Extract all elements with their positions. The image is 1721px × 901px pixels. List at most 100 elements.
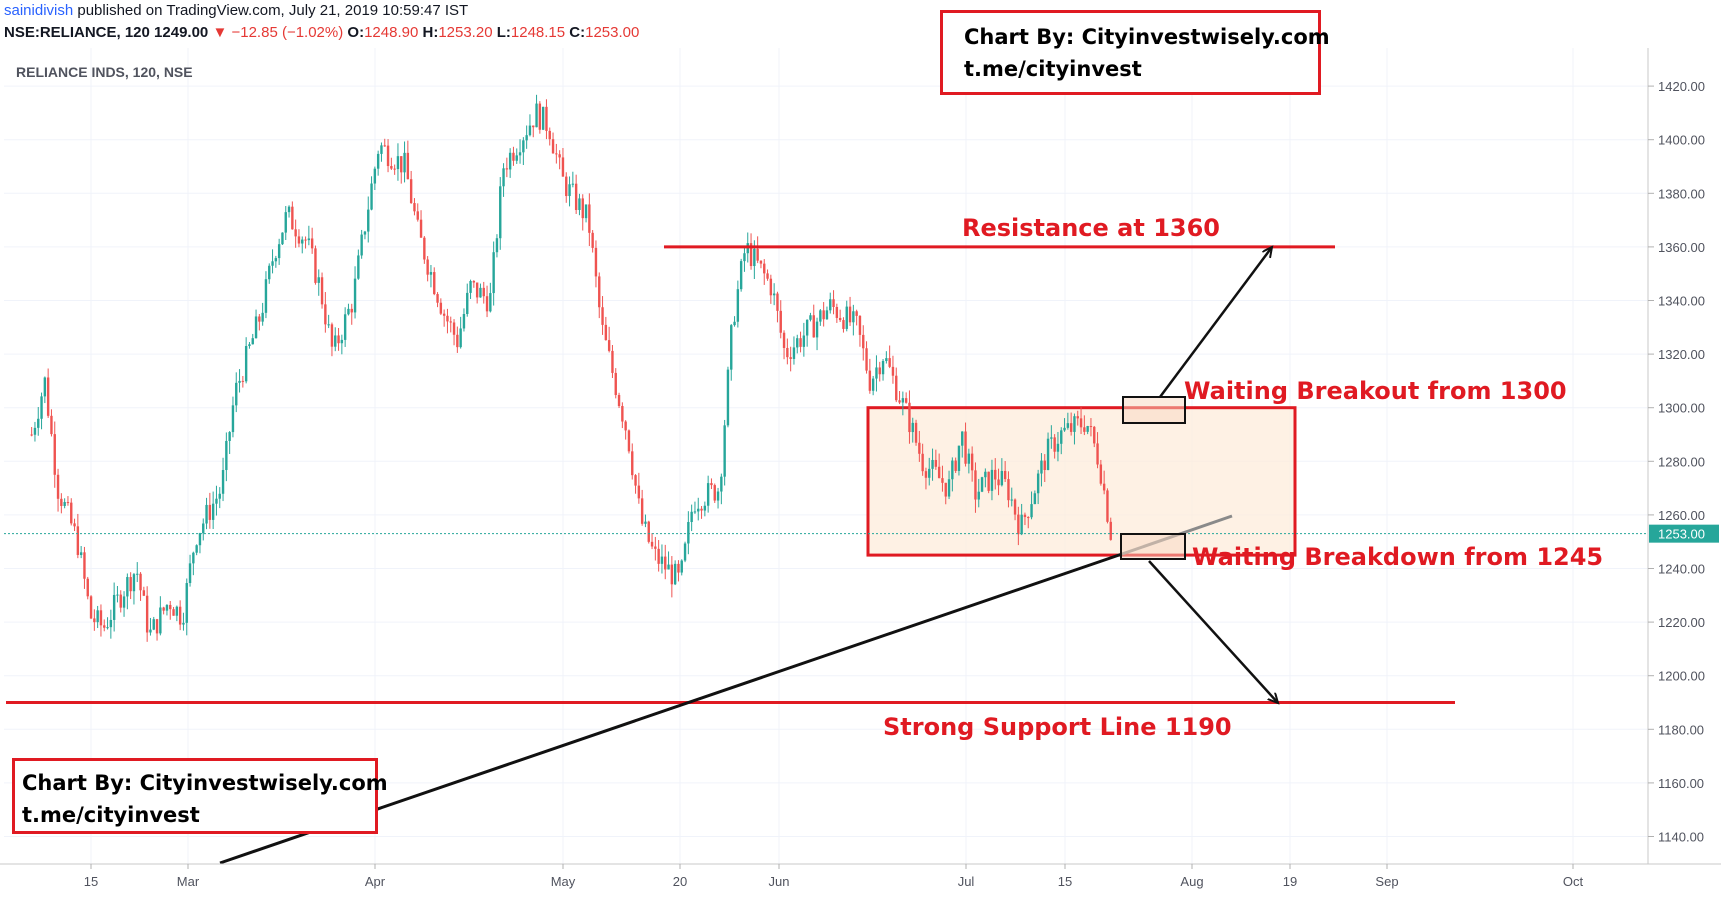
- symbol-label: NSE:RELIANCE, 120: [4, 24, 150, 41]
- candle-body: [409, 179, 413, 204]
- branding-line2: t.me/cityinvest: [22, 803, 200, 827]
- candle-body: [208, 504, 212, 520]
- candle-body: [307, 238, 311, 241]
- candle-body: [898, 400, 901, 403]
- candle-body: [937, 466, 941, 479]
- candle-body: [852, 311, 855, 323]
- candle-body: [535, 103, 538, 128]
- candle-body: [268, 265, 271, 280]
- candle-body: [40, 396, 43, 419]
- candle-body: [195, 545, 198, 553]
- close-value: 1253.00: [585, 24, 640, 41]
- candle-body: [911, 422, 914, 433]
- candle-body: [792, 347, 796, 359]
- candle-body: [145, 595, 149, 633]
- y-tick-label: 1360.00: [1658, 240, 1705, 255]
- candle-body: [254, 316, 258, 339]
- last-price-tag: 1253.00: [1649, 524, 1719, 543]
- candle-body: [627, 430, 631, 452]
- candle-body: [584, 204, 588, 219]
- candle-body: [829, 299, 832, 311]
- candle-body: [1096, 443, 1099, 465]
- candle-body: [786, 347, 789, 358]
- candle-body: [604, 324, 608, 341]
- candle-body: [875, 367, 878, 379]
- candle-body: [779, 310, 782, 333]
- candle-body: [406, 152, 410, 180]
- candle-body: [908, 402, 911, 433]
- candle-body: [1099, 464, 1103, 484]
- candle-body: [386, 145, 390, 167]
- candle-body: [502, 168, 505, 187]
- candle-body: [730, 325, 733, 370]
- candle-body: [1069, 423, 1073, 432]
- candle-body: [1000, 470, 1004, 486]
- candle-body: [350, 308, 353, 313]
- branding-line1: Chart By: Cityinvestwisely.com: [22, 771, 388, 795]
- candle-body: [76, 526, 80, 555]
- candle-body: [139, 573, 142, 591]
- candle-body: [838, 317, 842, 321]
- candle-body: [1023, 514, 1027, 518]
- down-triangle-icon: ▼: [212, 24, 228, 41]
- candle-body: [1053, 437, 1056, 452]
- y-tick-label: 1340.00: [1658, 294, 1705, 309]
- time-axis: 15 Mar Apr May 20 Jun Jul 15 Aug 19 Sep Oct: [84, 864, 1584, 889]
- candle-body: [621, 406, 624, 422]
- candle-body: [601, 307, 604, 325]
- candle-body: [310, 238, 314, 249]
- candle-body: [941, 478, 944, 483]
- candle-body: [710, 483, 713, 486]
- y-tick-label: 1180.00: [1658, 722, 1704, 737]
- candle-body: [505, 168, 509, 170]
- candle-body: [192, 552, 195, 564]
- candle-body: [825, 310, 829, 320]
- candle-body: [848, 306, 852, 323]
- y-tick-label: 1200.00: [1658, 669, 1705, 684]
- candle-body: [495, 238, 499, 253]
- candle-body: [835, 306, 839, 318]
- candle-body: [515, 155, 518, 161]
- candle-body: [855, 311, 858, 316]
- candle-body: [667, 564, 670, 570]
- candle-body: [611, 350, 614, 373]
- candle-body: [1017, 514, 1020, 535]
- candle-body: [706, 483, 710, 506]
- candle-body: [271, 261, 274, 266]
- candle-body: [287, 206, 291, 213]
- candle-body: [1013, 499, 1017, 515]
- candle-body: [598, 276, 601, 308]
- candle-body: [551, 139, 555, 154]
- candle-body: [261, 312, 264, 322]
- candle-body: [264, 279, 268, 313]
- candle-body: [482, 287, 485, 297]
- candle-body: [984, 471, 987, 478]
- candle-body: [571, 183, 575, 185]
- branding-box-top: Chart By: Cityinvestwisely.com t.me/city…: [940, 10, 1330, 95]
- candle-body: [634, 475, 637, 486]
- candle-body: [136, 573, 139, 575]
- candle-body: [654, 546, 657, 549]
- candle-body: [149, 629, 152, 633]
- candle-body: [565, 176, 568, 197]
- candle-body: [967, 453, 971, 464]
- candle-body: [987, 471, 990, 491]
- candle-body: [796, 338, 799, 348]
- candle-body: [169, 604, 172, 610]
- author-name[interactable]: sainidivish: [4, 2, 74, 19]
- candle-body: [878, 367, 881, 375]
- high-value: 1253.20: [438, 24, 493, 41]
- candle-body: [637, 485, 641, 499]
- breakout-marker-box: [1122, 396, 1186, 424]
- candle-body: [766, 273, 769, 279]
- candle-body: [499, 186, 502, 239]
- candle-body: [103, 625, 106, 628]
- x-tick-label: Oct: [1563, 874, 1584, 889]
- candle-body: [951, 460, 954, 480]
- candle-body: [63, 502, 66, 506]
- candle-body: [994, 469, 997, 480]
- candle-body: [561, 157, 565, 177]
- candle-body: [545, 106, 548, 131]
- candle-body: [202, 523, 205, 534]
